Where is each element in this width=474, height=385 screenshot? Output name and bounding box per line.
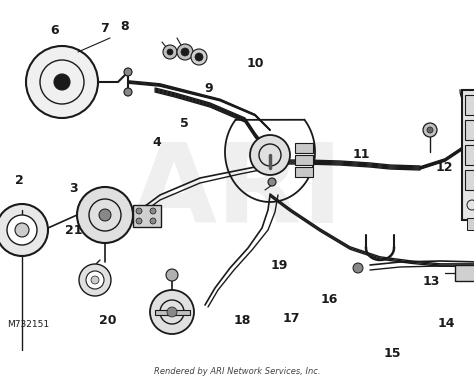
Circle shape [163, 45, 177, 59]
Bar [295, 143, 313, 153]
Circle shape [167, 49, 173, 55]
Circle shape [250, 135, 290, 175]
Circle shape [166, 269, 178, 281]
Circle shape [268, 178, 276, 186]
Text: 9: 9 [204, 82, 213, 95]
Circle shape [150, 290, 194, 334]
Circle shape [91, 276, 99, 284]
Text: 11: 11 [353, 147, 370, 161]
Text: Rendered by ARI Network Services, Inc.: Rendered by ARI Network Services, Inc. [154, 367, 320, 376]
Circle shape [353, 263, 363, 273]
Circle shape [423, 123, 437, 137]
Bar [133, 205, 161, 227]
Text: 10: 10 [246, 57, 264, 70]
Text: 5: 5 [181, 117, 189, 130]
Bar [295, 155, 313, 165]
Bar [465, 120, 474, 140]
Circle shape [136, 218, 142, 224]
Circle shape [0, 204, 48, 256]
Text: 8: 8 [120, 20, 128, 33]
Circle shape [79, 264, 111, 296]
Circle shape [54, 74, 70, 90]
Circle shape [7, 215, 37, 245]
Text: 6: 6 [50, 24, 59, 37]
Text: 17: 17 [283, 312, 300, 325]
Circle shape [195, 53, 203, 61]
Circle shape [191, 49, 207, 65]
Text: 2: 2 [15, 174, 23, 187]
Bar [295, 167, 313, 177]
Circle shape [86, 271, 104, 289]
Text: 12: 12 [436, 161, 453, 174]
Circle shape [124, 88, 132, 96]
Text: 14: 14 [438, 317, 455, 330]
Circle shape [181, 48, 189, 56]
Text: 21: 21 [65, 224, 82, 238]
Bar [467, 218, 474, 230]
Text: 4: 4 [152, 136, 161, 149]
Bar [465, 95, 474, 115]
Text: 7: 7 [100, 22, 109, 35]
Circle shape [124, 68, 132, 76]
Circle shape [177, 44, 193, 60]
Text: M732151: M732151 [8, 320, 49, 329]
Text: 19: 19 [271, 259, 288, 272]
Circle shape [150, 208, 156, 214]
Text: 13: 13 [423, 275, 440, 288]
Circle shape [99, 209, 111, 221]
Text: 15: 15 [384, 347, 401, 360]
Text: 3: 3 [69, 182, 78, 195]
Bar [465, 170, 474, 190]
Circle shape [150, 218, 156, 224]
Text: 16: 16 [320, 293, 337, 306]
Bar [155, 310, 190, 315]
Circle shape [136, 208, 142, 214]
Text: 18: 18 [234, 314, 251, 327]
Bar [462, 90, 474, 220]
Bar [465, 145, 474, 165]
Text: ARI: ARI [130, 139, 344, 246]
Circle shape [15, 223, 29, 237]
Circle shape [167, 307, 177, 317]
Text: 20: 20 [100, 314, 117, 327]
Circle shape [26, 46, 98, 118]
Circle shape [77, 187, 133, 243]
Circle shape [427, 127, 433, 133]
Bar [455, 265, 474, 281]
